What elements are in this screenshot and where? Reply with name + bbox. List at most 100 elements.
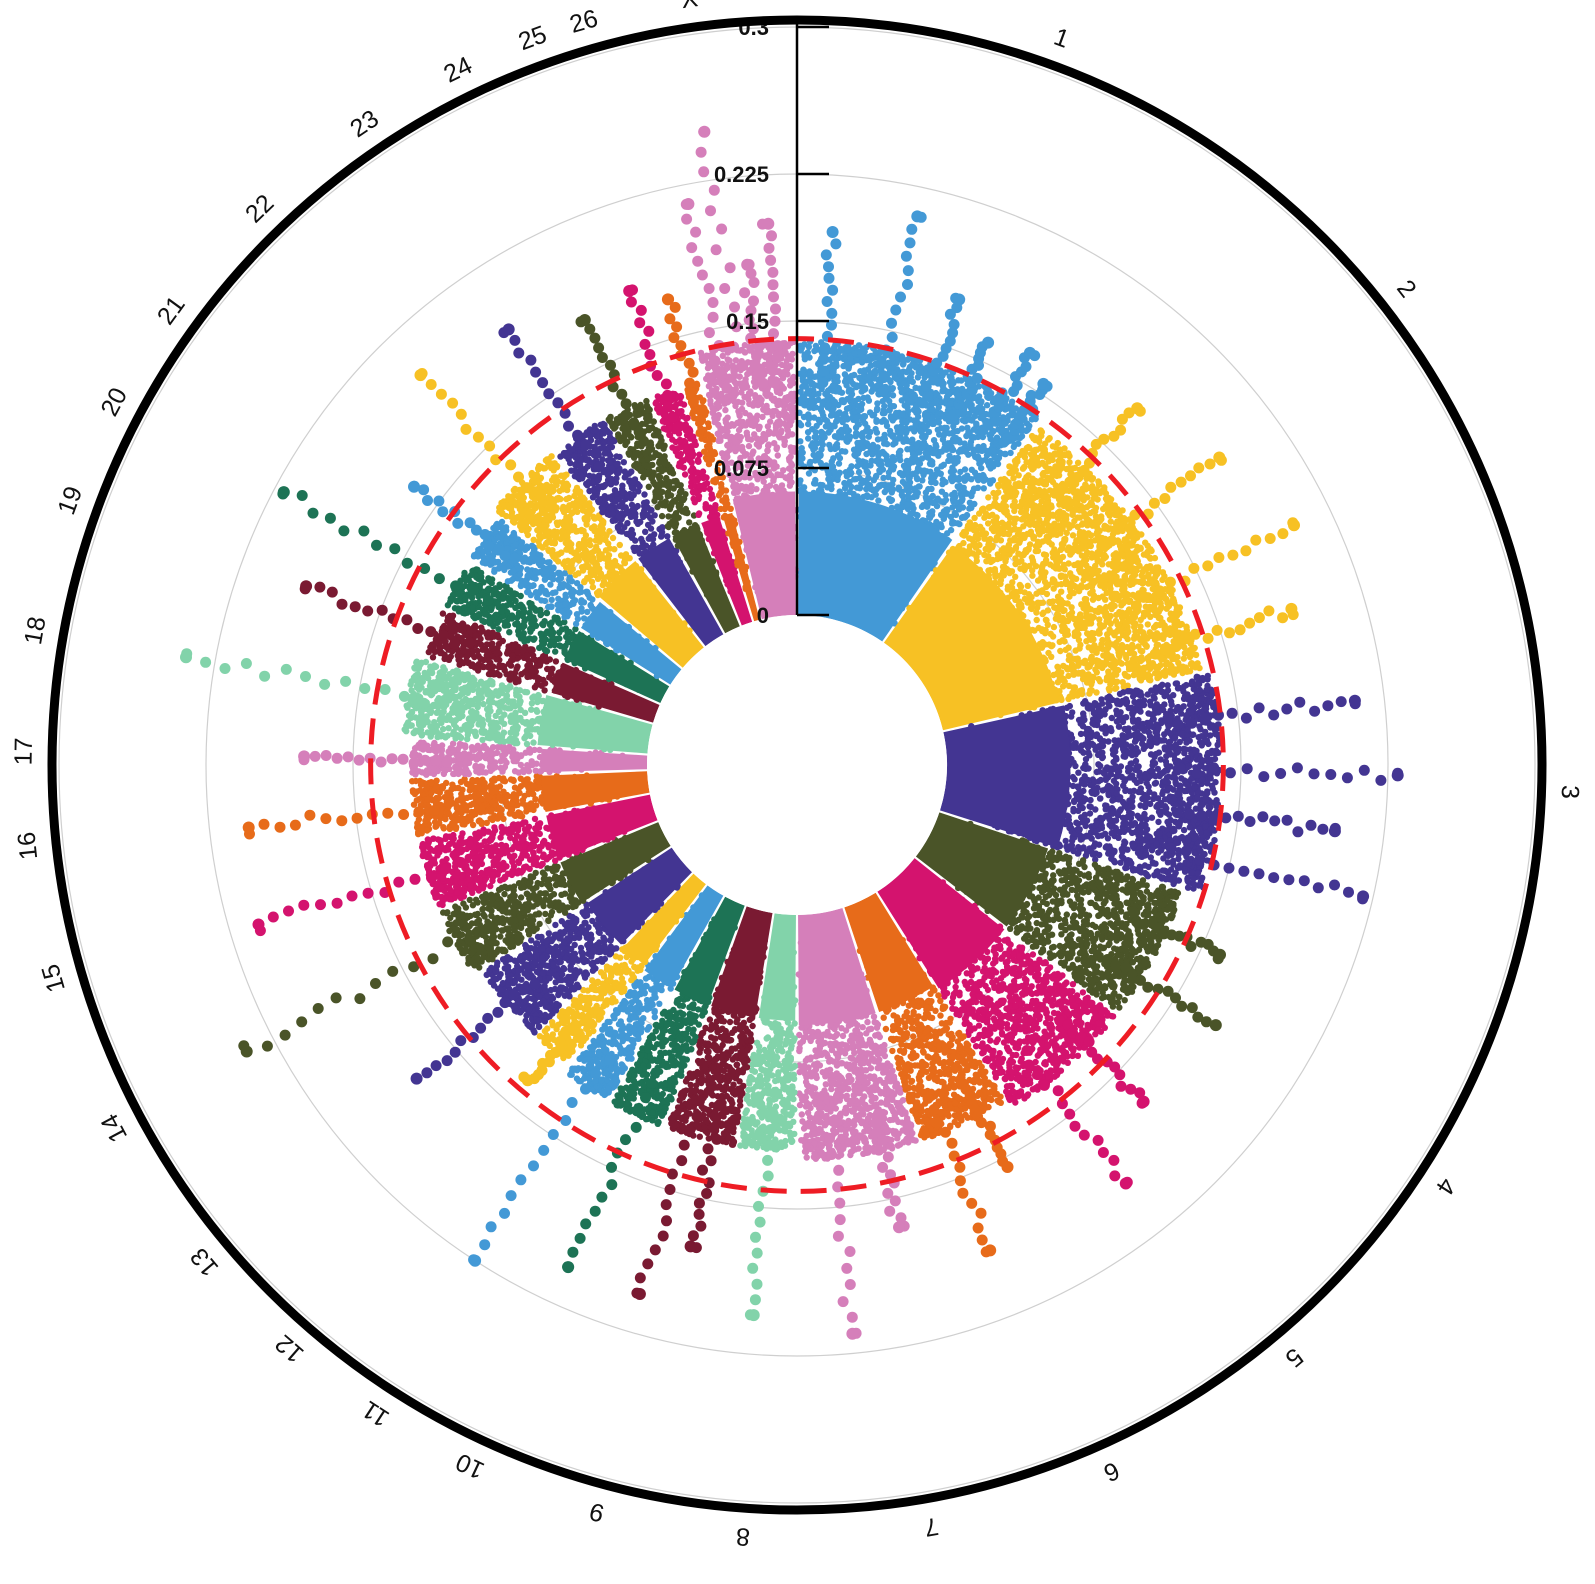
snp-point <box>1141 665 1148 672</box>
snp-point <box>1114 621 1122 629</box>
snp-point <box>958 425 966 432</box>
snp-point <box>831 423 838 430</box>
snp-point <box>1111 685 1119 692</box>
snp-point <box>1153 641 1161 649</box>
snp-point <box>1014 458 1021 465</box>
snp-point <box>1113 678 1121 685</box>
snp-point <box>1048 642 1055 650</box>
snp-point <box>1113 511 1121 519</box>
snp-point <box>955 506 963 513</box>
snp-point <box>987 465 994 472</box>
snp-point <box>971 413 978 420</box>
snp-point <box>964 525 972 532</box>
snp-point <box>1056 511 1063 518</box>
snp-peak-point <box>830 238 842 250</box>
snp-point <box>924 501 931 509</box>
snp-point <box>828 485 835 493</box>
snp-point <box>1039 563 1046 570</box>
snp-point <box>1125 666 1133 673</box>
snp-point <box>1153 564 1160 571</box>
snp-point <box>1155 664 1162 672</box>
snp-point <box>1085 675 1092 683</box>
snp-point <box>835 460 843 467</box>
snp-point <box>997 450 1005 457</box>
snp-top-hit <box>1285 602 1298 615</box>
snp-point <box>961 474 968 481</box>
snp-point <box>1077 641 1084 649</box>
snp-point <box>807 369 814 376</box>
snp-point <box>926 495 933 502</box>
snp-point <box>1095 478 1102 485</box>
snp-point <box>1025 443 1032 451</box>
snp-point <box>1000 570 1007 577</box>
snp-point <box>926 509 933 517</box>
snp-point <box>960 513 967 521</box>
snp-point <box>1106 582 1114 589</box>
snp-peak-point <box>1148 497 1160 509</box>
snp-point <box>1095 533 1102 540</box>
snp-point <box>992 494 999 502</box>
snp-point <box>1152 670 1159 677</box>
snp-point <box>918 369 925 376</box>
snp-point <box>797 388 804 395</box>
snp-point <box>958 377 965 384</box>
snp-point <box>861 420 869 427</box>
snp-point <box>1084 664 1091 671</box>
snp-point <box>1140 631 1148 639</box>
snp-point <box>1056 448 1063 456</box>
snp-point <box>904 404 911 411</box>
snp-point <box>962 448 969 455</box>
snp-point <box>954 483 961 490</box>
snp-point <box>1122 619 1129 627</box>
snp-point <box>1002 476 1009 484</box>
snp-point <box>1020 523 1027 530</box>
snp-point <box>938 488 946 495</box>
snp-top-hit <box>911 210 924 223</box>
snp-point <box>921 467 928 474</box>
snp-point <box>1057 647 1064 655</box>
snp-peak-point <box>895 291 906 303</box>
snp-point <box>911 428 918 435</box>
snp-peak-point <box>1244 617 1256 629</box>
snp-point <box>1121 572 1129 580</box>
snp-point <box>1001 563 1008 571</box>
snp-point <box>1135 672 1143 680</box>
snp-peak-point <box>1277 528 1289 540</box>
snp-point <box>942 478 949 486</box>
snp-point <box>1055 554 1062 561</box>
snp-point <box>872 491 879 498</box>
snp-point <box>1086 690 1093 697</box>
snp-point <box>867 462 874 469</box>
snp-point <box>1015 601 1022 609</box>
snp-point <box>1138 654 1145 661</box>
snp-point <box>1065 452 1073 459</box>
snp-point <box>890 476 897 484</box>
snp-point <box>944 440 952 447</box>
snp-point <box>1162 668 1169 675</box>
snp-point <box>1149 660 1157 667</box>
snp-point <box>1051 577 1058 584</box>
snp-point <box>1028 416 1036 423</box>
snp-point <box>1174 605 1182 613</box>
snp-point <box>848 372 855 380</box>
snp-point <box>871 375 878 382</box>
snp-point <box>836 409 843 416</box>
snp-point <box>1106 687 1113 694</box>
snp-point <box>1140 574 1147 581</box>
snp-point <box>1093 689 1100 696</box>
snp-point <box>889 392 897 399</box>
snp-point <box>805 343 813 351</box>
snp-point <box>831 468 838 475</box>
snp-point <box>1108 560 1116 568</box>
snp-point <box>914 512 921 519</box>
snp-point <box>909 450 917 458</box>
snp-point <box>987 566 994 574</box>
snp-point <box>966 429 973 436</box>
snp-point <box>900 380 907 387</box>
snp-point <box>876 467 883 474</box>
snp-point <box>1036 541 1043 549</box>
snp-point <box>1137 623 1144 630</box>
snp-point <box>919 477 926 484</box>
snp-peak-point <box>1193 462 1205 474</box>
snp-top-hit <box>826 226 839 238</box>
